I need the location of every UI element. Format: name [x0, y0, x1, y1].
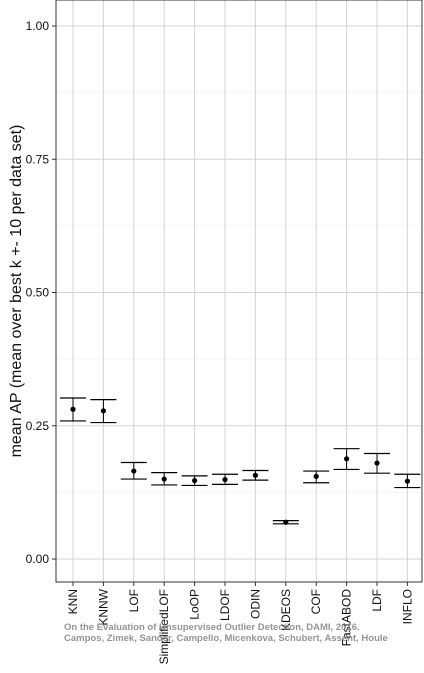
data-marks: [60, 397, 421, 525]
x-tick-label: LDOF: [218, 589, 232, 621]
mean-point: [192, 478, 198, 484]
y-tick-label: 0.75: [26, 152, 50, 166]
mean-point: [404, 478, 410, 484]
mean-point: [100, 408, 106, 414]
error-bar-group: [90, 399, 117, 424]
error-bar-group: [60, 397, 86, 422]
error-bar-group: [151, 472, 178, 486]
y-axis: 0.00 0.25 0.50 0.75 1.00: [26, 19, 56, 566]
error-bar-group: [303, 470, 330, 484]
x-tick-label: KNNW: [96, 588, 110, 625]
error-bar-group: [333, 448, 360, 471]
watermark-line-2: Campos, Zimek, Sander, Campello, Micenko…: [64, 633, 388, 644]
x-tick-label: KDEOS: [279, 589, 293, 631]
y-tick-label: 1.00: [26, 19, 50, 33]
mean-point: [222, 476, 228, 483]
mean-point: [283, 519, 289, 525]
x-axis: KNN KNNW LOF SimplifiedLOF LoOP LDOF ODIN KDEOS…: [66, 582, 414, 664]
error-bar-group: [181, 475, 208, 487]
x-tick-label: COF: [309, 589, 323, 614]
y-tick-label: 0.25: [26, 419, 50, 433]
x-tick-label: INFLO: [400, 589, 414, 624]
y-tick-label: 0.50: [26, 286, 50, 300]
x-tick-label: LDF: [370, 589, 384, 612]
x-tick-label: LOF: [127, 589, 141, 612]
x-tick-label: KNN: [66, 589, 80, 614]
panel-border: [55, 0, 423, 583]
error-bar-group: [364, 452, 390, 474]
error-bar-group: [120, 461, 147, 480]
x-tick-label: LoOP: [188, 589, 202, 620]
y-tick-label: 0.00: [26, 552, 50, 566]
watermark: On the Evaluation of Unsupervised Outlie…: [64, 622, 388, 644]
mean-point: [252, 472, 258, 478]
y-axis-title: mean AP (mean over best k +- 10 per data…: [8, 125, 25, 458]
mean-point: [344, 456, 350, 462]
panel-background: [56, 0, 422, 582]
error-bar-group: [394, 473, 421, 489]
mean-point: [313, 473, 319, 479]
mean-point: [131, 468, 137, 474]
x-tick-label: ODIN: [248, 589, 262, 619]
x-tick-label: FastABOD: [340, 589, 354, 647]
x-tick-label: SimplifiedLOF: [157, 589, 171, 664]
mean-point: [374, 460, 380, 466]
mean-point: [70, 406, 76, 412]
mean-point: [161, 476, 167, 482]
watermark-line-1: On the Evaluation of Unsupervised Outlie…: [64, 622, 360, 633]
error-bar-group: [242, 469, 269, 481]
error-bar-group: [272, 519, 299, 525]
error-bar-group: [212, 473, 238, 485]
